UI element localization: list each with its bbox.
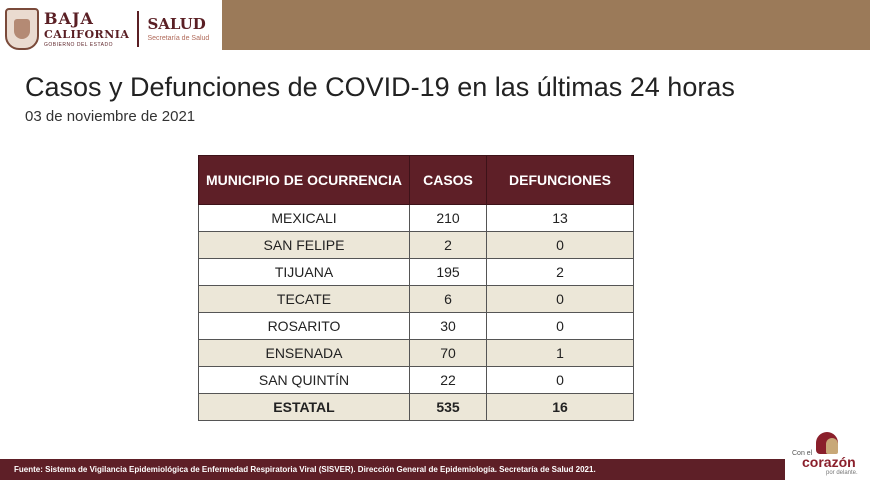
cell-defunciones: 0: [486, 285, 634, 313]
slogan-line1: Con el: [792, 450, 813, 457]
cell-casos: 210: [409, 204, 487, 232]
cell-casos: 30: [409, 312, 487, 340]
header-color-band: [222, 0, 870, 50]
source-footer: Fuente: Sistema de Vigilancia Epidemioló…: [0, 459, 785, 480]
table-header-row: MUNICIPIO DE OCURRENCIA CASOS DEFUNCIONE…: [198, 155, 634, 205]
total-municipio: ESTATAL: [198, 393, 410, 421]
covid-cases-table: MUNICIPIO DE OCURRENCIA CASOS DEFUNCIONE…: [198, 155, 634, 421]
table-row: TIJUANA 195 2: [198, 258, 634, 286]
table-total-row: ESTATAL 535 16: [198, 393, 634, 421]
cell-defunciones: 0: [486, 312, 634, 340]
table-row: TECATE 6 0: [198, 285, 634, 313]
header-municipio: MUNICIPIO DE OCURRENCIA: [198, 155, 410, 205]
slogan-line2: corazón: [802, 454, 856, 470]
cell-casos: 2: [409, 231, 487, 259]
cell-casos: 195: [409, 258, 487, 286]
government-logo: BAJA CALIFORNIA GOBIERNO DEL ESTADO SALU…: [5, 5, 220, 53]
cell-municipio: MEXICALI: [198, 204, 410, 232]
coat-of-arms-icon: [5, 8, 39, 50]
table-row: SAN QUINTÍN 22 0: [198, 366, 634, 394]
cell-municipio: TECATE: [198, 285, 410, 313]
state-government-label: GOBIERNO DEL ESTADO: [44, 41, 113, 48]
state-name-line2: CALIFORNIA: [44, 27, 130, 41]
cell-defunciones: 2: [486, 258, 634, 286]
cell-defunciones: 13: [486, 204, 634, 232]
slogan-logo: Con el corazón por delante.: [790, 432, 866, 478]
cell-municipio: ROSARITO: [198, 312, 410, 340]
slogan-line3: por delante.: [826, 470, 858, 476]
table-row: SAN FELIPE 2 0: [198, 231, 634, 259]
cell-municipio: TIJUANA: [198, 258, 410, 286]
table-row: ROSARITO 30 0: [198, 312, 634, 340]
health-department-label: SALUD Secretaría de Salud: [147, 14, 210, 42]
cell-casos: 70: [409, 339, 487, 367]
state-name-line1: BAJA: [44, 8, 94, 28]
cell-defunciones: 0: [486, 231, 634, 259]
report-date: 03 de noviembre de 2021: [25, 108, 196, 125]
cell-casos: 6: [409, 285, 487, 313]
header-casos: CASOS: [409, 155, 487, 205]
cell-municipio: SAN QUINTÍN: [198, 366, 410, 394]
state-name: BAJA CALIFORNIA GOBIERNO DEL ESTADO: [44, 8, 130, 48]
table-row: ENSENADA 70 1: [198, 339, 634, 367]
salud-title: SALUD: [147, 14, 206, 33]
page-title: Casos y Defunciones de COVID-19 en las ú…: [25, 72, 735, 102]
logo-divider: [137, 11, 140, 47]
cell-defunciones: 0: [486, 366, 634, 394]
total-casos: 535: [409, 393, 487, 421]
table-row: MEXICALI 210 13: [198, 204, 634, 232]
cell-casos: 22: [409, 366, 487, 394]
total-defunciones: 16: [486, 393, 634, 421]
salud-subtitle: Secretaría de Salud: [147, 34, 210, 42]
cell-municipio: ENSENADA: [198, 339, 410, 367]
cell-defunciones: 1: [486, 339, 634, 367]
heart-accent-icon: [826, 438, 838, 454]
cell-municipio: SAN FELIPE: [198, 231, 410, 259]
header-defunciones: DEFUNCIONES: [486, 155, 634, 205]
